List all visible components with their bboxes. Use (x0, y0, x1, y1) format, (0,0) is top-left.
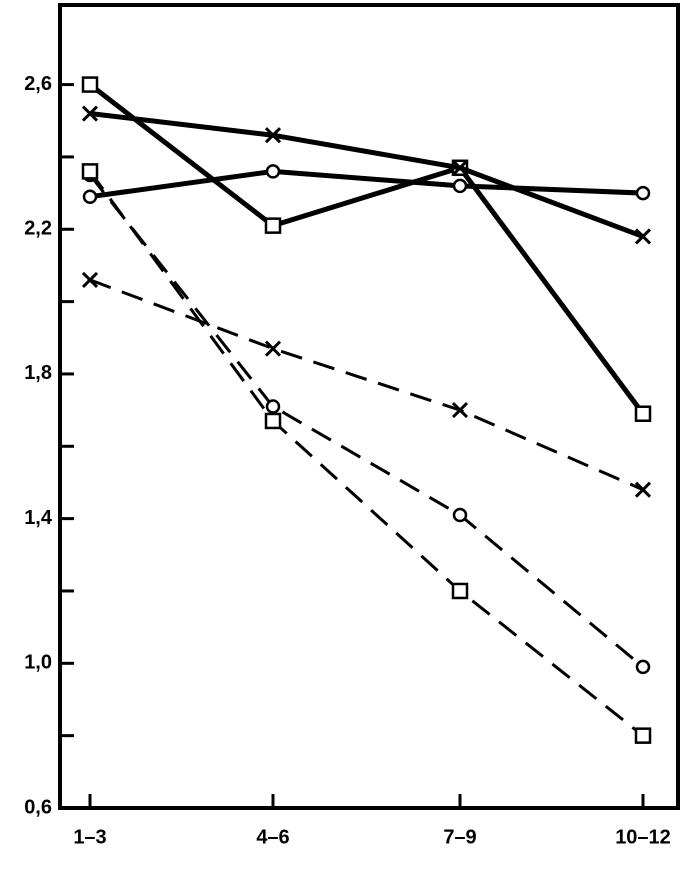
marker (634, 727, 652, 744)
marker (635, 185, 651, 201)
marker (452, 178, 468, 194)
marker (451, 582, 469, 600)
marker (634, 481, 652, 498)
marker (265, 164, 281, 179)
marker (264, 217, 282, 234)
marker (634, 228, 652, 245)
series-line (88, 174, 644, 669)
y-tick-label: 0,6 (24, 796, 52, 818)
x-tick-label: 10–12 (615, 826, 671, 848)
marker (81, 76, 99, 93)
series-line (89, 278, 644, 492)
x-tick-label: 7–9 (443, 826, 476, 848)
marker (265, 399, 281, 414)
series-line (88, 170, 644, 737)
marker (264, 127, 282, 144)
marker (634, 405, 652, 422)
marker (264, 412, 282, 430)
marker (81, 271, 99, 288)
marker (451, 402, 469, 419)
y-tick-label: 1,0 (24, 652, 52, 674)
marker (81, 105, 99, 122)
y-tick-label: 2,6 (24, 73, 52, 95)
x-tick-label: 4–6 (256, 826, 289, 848)
y-tick-label: 1,4 (24, 507, 53, 529)
marker (264, 340, 282, 357)
marker (452, 507, 468, 523)
x-tick-label: 1–3 (73, 826, 106, 848)
series-line (88, 82, 646, 416)
marker (451, 159, 469, 176)
marker (635, 659, 651, 675)
plot-frame (58, 3, 680, 810)
series-line (89, 111, 644, 239)
marker (81, 163, 99, 180)
series-line (89, 168, 644, 200)
marker (82, 189, 98, 204)
y-tick-label: 1,8 (24, 362, 52, 384)
y-tick-label: 2,2 (24, 218, 52, 240)
